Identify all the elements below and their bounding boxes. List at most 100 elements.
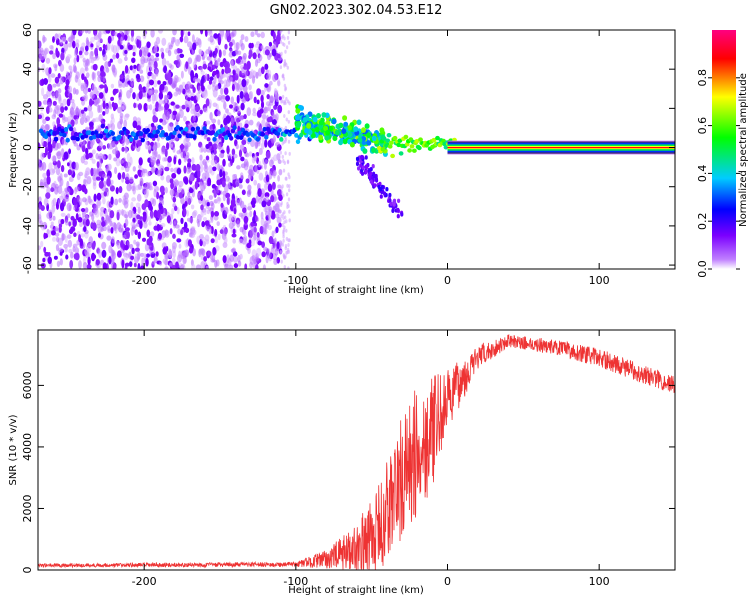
spectrogram-cell bbox=[264, 63, 269, 70]
spectrogram-cell bbox=[136, 125, 142, 131]
spectrogram-cell bbox=[98, 180, 104, 189]
spectrogram-cell bbox=[243, 114, 247, 120]
spectrogram-cell bbox=[196, 78, 201, 84]
spectrogram-cell bbox=[257, 160, 262, 168]
spectrogram-cell bbox=[253, 179, 258, 186]
spectrogram-cell bbox=[95, 176, 101, 181]
spectrogram-cell bbox=[76, 54, 80, 63]
spectrogram-cell bbox=[103, 83, 108, 90]
spectrogram-cell bbox=[160, 222, 166, 228]
spectrogram-cell bbox=[108, 101, 112, 109]
spectrogram-cell bbox=[168, 249, 173, 259]
spectrogram-cell bbox=[154, 68, 159, 75]
spectrogram-cell bbox=[130, 221, 136, 227]
spectrogram-cell bbox=[166, 215, 171, 224]
spectrogram-cell bbox=[150, 72, 155, 79]
spectrogram-cell bbox=[163, 85, 169, 92]
spectrogram-cell bbox=[214, 228, 218, 238]
spectrogram-cell bbox=[261, 251, 266, 258]
spectrogram-cell bbox=[133, 64, 137, 70]
colorbar-label: Normalized spectral amplitude bbox=[738, 73, 749, 227]
spectrogram-cell bbox=[198, 48, 203, 55]
spectrogram-cell bbox=[220, 87, 224, 96]
spectrogram-cell bbox=[181, 104, 186, 110]
spectrogram-cell bbox=[137, 103, 143, 111]
spectrogram-cell bbox=[150, 122, 155, 128]
spectrogram-cell bbox=[386, 133, 392, 138]
spectrogram-cell bbox=[392, 135, 398, 141]
spectrogram-cell bbox=[287, 30, 291, 35]
spectrogram-cell bbox=[88, 121, 94, 128]
spectrogram-cell bbox=[392, 202, 396, 207]
spectrogram-cell bbox=[203, 256, 208, 262]
spectrogram-cell bbox=[96, 161, 100, 169]
spectrogram-cell bbox=[55, 47, 59, 57]
spectrogram-cell bbox=[184, 100, 188, 109]
spectrogram-cell bbox=[235, 178, 240, 187]
spectrogram-cell bbox=[38, 114, 43, 120]
spectrogram-cell bbox=[222, 158, 226, 167]
spectrogram-cell bbox=[128, 137, 134, 142]
spectrogram-cell bbox=[46, 169, 51, 178]
spectrogram-cell bbox=[380, 147, 386, 152]
colorbar-tick-label: 0.4 bbox=[696, 165, 709, 183]
spectrogram-cell bbox=[144, 140, 149, 150]
spectrogram-cell bbox=[268, 170, 273, 180]
spectrogram-cell bbox=[74, 247, 80, 255]
spectrogram-cell bbox=[132, 44, 137, 54]
spectrogram-cell bbox=[102, 145, 107, 150]
spectrogram-cell bbox=[79, 30, 85, 34]
spectrogram-cell bbox=[160, 146, 166, 155]
spectrogram-cell bbox=[158, 98, 163, 106]
spectrogram-cell bbox=[43, 53, 47, 60]
spectrogram-cell bbox=[235, 42, 240, 50]
spectrogram-cell bbox=[87, 256, 91, 266]
spectrogram-cell bbox=[184, 177, 189, 185]
spectrogram-cell bbox=[338, 122, 344, 129]
spectrogram-cell bbox=[132, 182, 136, 192]
spectrogram-cell bbox=[149, 231, 155, 238]
spectrogram-cell bbox=[70, 251, 74, 259]
spectrogram-cell bbox=[134, 229, 138, 236]
spectrogram-cell bbox=[256, 121, 261, 127]
spectrogram-cell bbox=[68, 248, 73, 254]
spectrogram-cell bbox=[85, 218, 90, 227]
spectrogram-cell bbox=[54, 227, 59, 232]
spectrogram-cell bbox=[75, 42, 80, 49]
spectrogram-cell bbox=[75, 39, 80, 44]
spectrogram-cell bbox=[219, 169, 223, 178]
spectrogram-cell bbox=[80, 155, 85, 164]
spectrogram-cell bbox=[368, 168, 372, 173]
spectrogram-cell bbox=[109, 210, 115, 219]
spectrogram-cell bbox=[83, 76, 87, 83]
spectrogram-cell bbox=[82, 129, 87, 135]
spectrogram-cell bbox=[93, 98, 98, 107]
spectrogram-cell bbox=[312, 116, 318, 123]
spectrogram-cell bbox=[93, 168, 98, 176]
spectrogram-cell bbox=[214, 85, 219, 91]
spectrogram-cell bbox=[155, 129, 160, 135]
spectrogram-cell bbox=[200, 194, 204, 202]
spectrogram-cell bbox=[192, 134, 197, 140]
spectrogram-cell bbox=[38, 196, 42, 203]
spectrogram-cell bbox=[175, 125, 180, 130]
spectrogram-cell bbox=[92, 177, 97, 187]
spectrogram-cell bbox=[129, 176, 134, 183]
spectrogram-cell bbox=[148, 215, 152, 222]
spectrogram-cell bbox=[57, 198, 62, 206]
x-tick-label: 100 bbox=[589, 274, 610, 287]
spectrogram-cell bbox=[61, 138, 66, 146]
spectrogram-cell bbox=[230, 198, 236, 208]
spectrogram-cell bbox=[67, 85, 73, 94]
spectrogram-cell bbox=[64, 196, 70, 202]
spectrogram-cell bbox=[105, 214, 111, 224]
spectrogram-cell bbox=[174, 224, 180, 229]
spectrogram-cell bbox=[244, 158, 249, 166]
spectrogram-cell bbox=[169, 178, 174, 184]
spectrogram-cell bbox=[287, 119, 290, 124]
spectrogram-cell bbox=[258, 147, 263, 155]
spectrogram-cell bbox=[316, 113, 321, 119]
spectrogram-cell bbox=[266, 73, 272, 81]
spectrogram-cell bbox=[189, 233, 195, 239]
